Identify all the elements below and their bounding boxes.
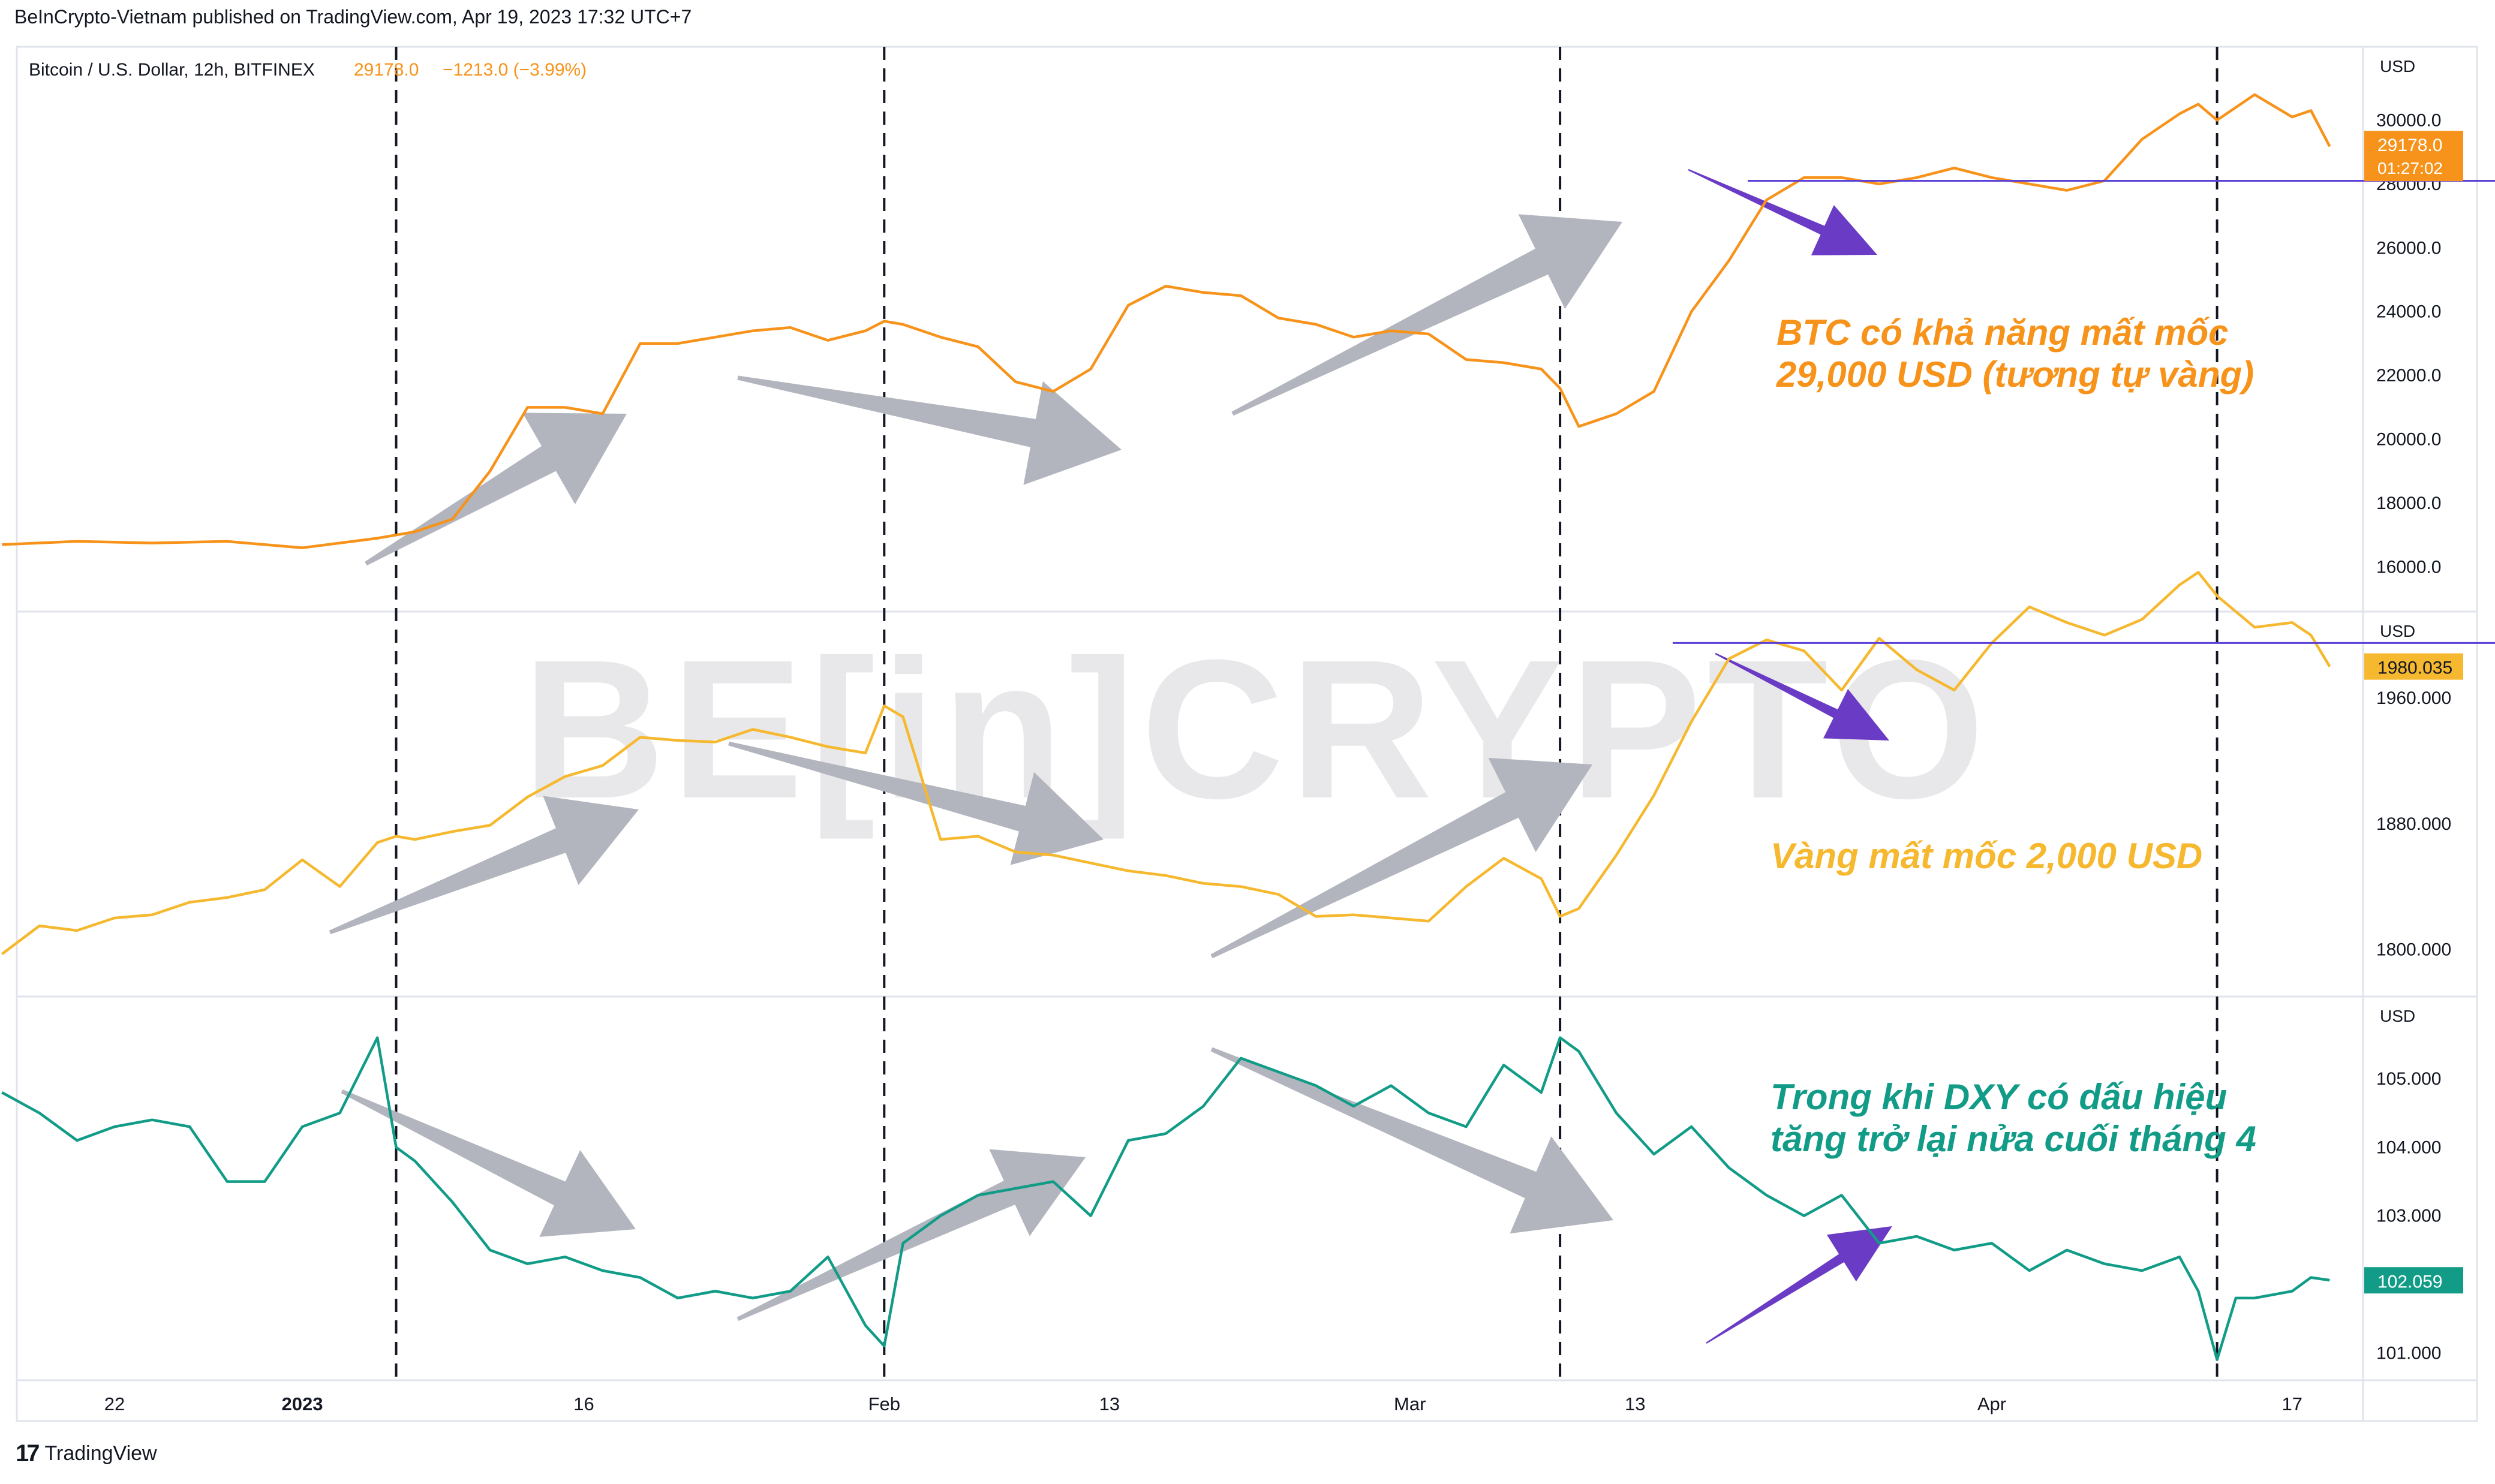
x-tick-label: Feb	[868, 1393, 900, 1414]
up-arrow	[329, 796, 639, 935]
purple-up-arrow	[1706, 1226, 1892, 1344]
btc-annotation: BTC có khả năng mất mốc	[1776, 312, 2228, 353]
tradingview-logo[interactable]: 17 TradingView	[16, 1440, 157, 1467]
axis-unit-label: USD	[2380, 622, 2415, 640]
y-tick-label: 103.000	[2376, 1206, 2441, 1226]
axis-unit-label: USD	[2380, 57, 2415, 76]
up-arrow	[737, 1149, 1086, 1321]
y-tick-label: 1800.000	[2376, 940, 2451, 959]
y-tick-label: 1960.000	[2376, 688, 2451, 708]
dxy-annotation: tăng trở lại nửa cuối tháng 4	[1770, 1119, 2256, 1159]
down-arrow	[1210, 1047, 1613, 1234]
price-line[interactable]	[1, 1036, 2330, 1361]
y-tick-label: 18000.0	[2376, 493, 2441, 513]
x-tick-label: 2023	[282, 1393, 323, 1414]
y-tick-label: 16000.0	[2376, 557, 2441, 577]
x-tick-label: 17	[2282, 1393, 2302, 1414]
price-tag-countdown: 01:27:02	[2377, 159, 2443, 177]
tradingview-wordmark: TradingView	[44, 1442, 157, 1465]
x-tick-label: 16	[573, 1393, 594, 1414]
dxy-annotation: Trong khi DXY có dấu hiệu	[1770, 1077, 2227, 1117]
x-tick-label: 13	[1625, 1393, 1645, 1414]
y-tick-label: 30000.0	[2376, 110, 2441, 130]
price-tag-value: 102.059	[2377, 1272, 2442, 1292]
tradingview-icon: 17	[16, 1440, 40, 1467]
y-tick-label: 20000.0	[2376, 430, 2441, 450]
up-arrow	[1210, 757, 1592, 959]
y-tick-label: 26000.0	[2376, 238, 2441, 258]
axis-unit-label: USD	[2380, 1007, 2415, 1025]
price-tag	[2364, 653, 2463, 680]
x-tick-label: Mar	[1394, 1393, 1426, 1414]
chart-border	[16, 46, 2478, 1422]
y-tick-label: 105.000	[2376, 1069, 2441, 1089]
time-axis[interactable]: 22202316Feb13Mar13Apr17May15Jun	[104, 1393, 2495, 1414]
y-tick-label: 24000.0	[2376, 302, 2441, 322]
down-arrow	[728, 741, 1104, 865]
y-tick-label: 22000.0	[2376, 366, 2441, 386]
y-tick-label: 104.000	[2376, 1137, 2441, 1157]
price-tag-value: 1980.035	[2377, 658, 2452, 678]
watermark-logo: BE[in]CRYPTO	[522, 618, 1991, 841]
x-tick-label: 22	[104, 1393, 125, 1414]
price-line[interactable]	[2, 93, 2331, 549]
legend-title: Bitcoin / U.S. Dollar, 12h, BITFINEX	[29, 60, 315, 80]
purple-down-arrow	[1688, 168, 1877, 255]
price-tag-value: 29178.0	[2377, 136, 2442, 155]
down-arrow	[341, 1089, 636, 1237]
legend-change: −1213.0 (−3.99%)	[443, 60, 587, 80]
btc-annotation: 29,000 USD (tương tự vàng)	[1776, 354, 2254, 395]
down-arrow	[737, 375, 1122, 485]
y-tick-label: 101.000	[2376, 1343, 2441, 1363]
price-line[interactable]	[1, 571, 2331, 955]
gold-panel[interactable]: USD 1800.000 1880.000 1960.000 1980.035	[1, 571, 2495, 960]
chart-frame	[16, 46, 2478, 1422]
price-tag	[2364, 131, 2463, 182]
publish-header: BeInCrypto-Vietnam published on TradingV…	[14, 6, 692, 28]
btc-panel[interactable]: USD 16000.0 18000.0 20000.0 22000.0 24000.0 26…	[2, 57, 2495, 577]
dxy-panel[interactable]: USD101.000102.000103.000104.000105.00010…	[1, 1007, 2463, 1363]
x-tick-label: 13	[1099, 1393, 1120, 1414]
up-arrow	[1231, 214, 1622, 416]
purple-down-arrow	[1715, 652, 1889, 741]
gold-annotation: Vàng mất mốc 2,000 USD	[1770, 836, 2202, 876]
y-tick-label: 1880.000	[2376, 814, 2451, 834]
legend-last-value: 29178.0	[354, 60, 419, 80]
up-arrow	[365, 413, 627, 566]
price-tag	[2364, 1267, 2463, 1294]
symbol-legend: Bitcoin / U.S. Dollar, 12h, BITFINEX 291…	[29, 60, 587, 80]
x-tick-label: Apr	[1977, 1393, 2006, 1414]
